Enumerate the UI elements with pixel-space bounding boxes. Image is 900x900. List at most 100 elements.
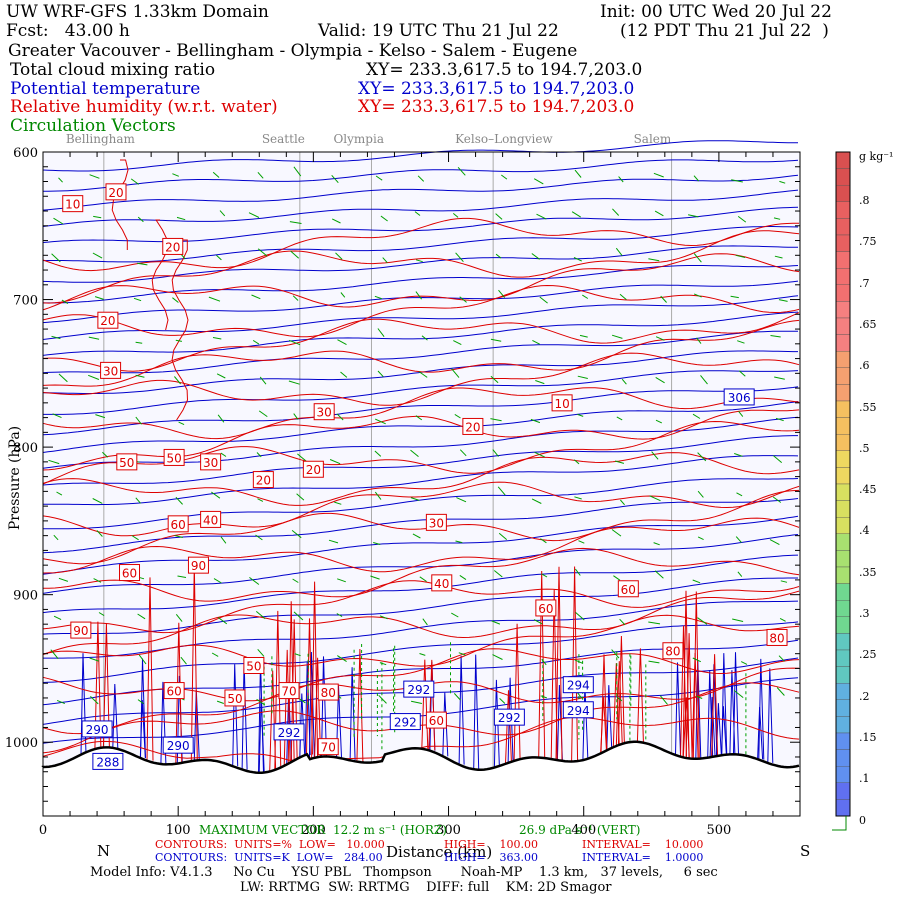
vector: [693, 253, 702, 263]
rh-contour: [287, 601, 295, 764]
rh-contour: [146, 577, 154, 761]
colorbar-segment: [835, 284, 851, 302]
vector: [456, 497, 467, 503]
vector: [53, 217, 64, 225]
theta-label-text: 292: [278, 726, 301, 740]
vector: [175, 496, 183, 505]
vector: [451, 368, 460, 378]
rh-label-box: [62, 195, 84, 213]
x-axis-label: Distance (km): [386, 843, 493, 861]
vector: [575, 568, 581, 576]
site-label: Olympia: [333, 132, 384, 146]
rh-label-box: [70, 621, 92, 639]
vector: [419, 653, 426, 656]
theta-contour: [721, 653, 728, 756]
y-tick-label: 900: [13, 589, 38, 604]
rh-contour: [356, 648, 364, 762]
rh-label-text: 50: [119, 456, 134, 470]
vector: [620, 499, 625, 506]
vector: [612, 208, 620, 216]
vector: [700, 375, 708, 385]
theta-contour: [442, 692, 449, 757]
vector: [692, 579, 701, 584]
rh-label-text: 80: [665, 645, 680, 659]
theta-contour: [707, 670, 714, 758]
colorbar-label: .6: [859, 359, 870, 373]
colorbar-label: .65: [859, 317, 877, 331]
max-vector-horizontal: 12.2 m s⁻¹ (HORZ): [333, 823, 447, 837]
rh-label: 50: [224, 689, 246, 707]
rh-label: 20: [97, 311, 119, 329]
vector: [216, 373, 226, 379]
vector: [93, 215, 102, 219]
theta-label: 288: [92, 752, 124, 770]
theta-contour: [767, 668, 774, 763]
rh-label-text: 70: [321, 741, 336, 755]
vector: [216, 254, 222, 261]
rh-label-text: 50: [246, 659, 261, 673]
colorbar-segment: [835, 566, 851, 584]
rh-contour: [175, 622, 183, 764]
theta-label: 306: [723, 388, 755, 406]
vector: [174, 376, 181, 385]
theta-contour: [675, 662, 681, 756]
theta-label-box: [92, 752, 124, 770]
rh-label-text: 30: [317, 406, 332, 420]
rh-label-box: [766, 628, 788, 646]
vector: [336, 413, 344, 421]
vector: [377, 328, 385, 338]
vector: [417, 175, 425, 182]
field-cloud-xy: XY= 233.3,617.5 to 194.7,203.0: [366, 60, 643, 80]
theta-contour: [308, 651, 315, 760]
vector: [176, 216, 186, 221]
vector: [208, 296, 221, 302]
vector: [56, 699, 65, 705]
rh-label-text: 70: [281, 685, 296, 699]
theta-contour: [42, 554, 799, 614]
theta-contour: [42, 245, 799, 283]
field-rh-xy: XY= 233.3,617.5 to 194.7,203.0: [358, 97, 635, 117]
rh-contour: [42, 319, 800, 387]
rh-label-text: 40: [203, 513, 218, 527]
rh-contour: [42, 517, 800, 574]
rh-contour: [274, 610, 282, 770]
vector: [491, 620, 501, 625]
vector: [337, 578, 346, 583]
rh-label-text: 20: [165, 240, 180, 254]
rh-label-text: 10: [554, 397, 569, 411]
vector: [651, 451, 659, 460]
vector: [219, 210, 226, 217]
rh-label-text: 20: [108, 186, 123, 200]
rh-contour: [505, 690, 512, 764]
vector: [380, 215, 388, 222]
vector: [573, 257, 583, 262]
vector: [53, 615, 62, 621]
vector: [50, 649, 59, 660]
vector: [495, 213, 503, 220]
vector: [574, 496, 582, 500]
rh-label-text: 80: [321, 686, 336, 700]
rh-label-text: 40: [434, 577, 449, 591]
vector: [340, 371, 348, 378]
colorbar-segment: [835, 400, 851, 418]
vector: [288, 380, 300, 385]
rh-contour: [42, 580, 800, 634]
vector: [175, 613, 183, 622]
vector: [573, 459, 580, 465]
vector: [211, 491, 221, 499]
colorbar-segment: [835, 799, 851, 817]
vector: [378, 694, 387, 704]
rh-contour: [42, 253, 800, 311]
vector: [178, 421, 185, 426]
vector: [459, 449, 467, 457]
vector: [770, 335, 781, 338]
rh-label: 30: [200, 453, 222, 471]
site-label: Seattle: [261, 132, 305, 146]
rh-label-box: [243, 656, 265, 674]
vector: [137, 613, 146, 620]
rh-label: 50: [243, 656, 265, 674]
colorbar-segment: [835, 301, 851, 319]
vector: [737, 571, 743, 577]
vector: [575, 612, 585, 621]
vector: [419, 576, 427, 582]
